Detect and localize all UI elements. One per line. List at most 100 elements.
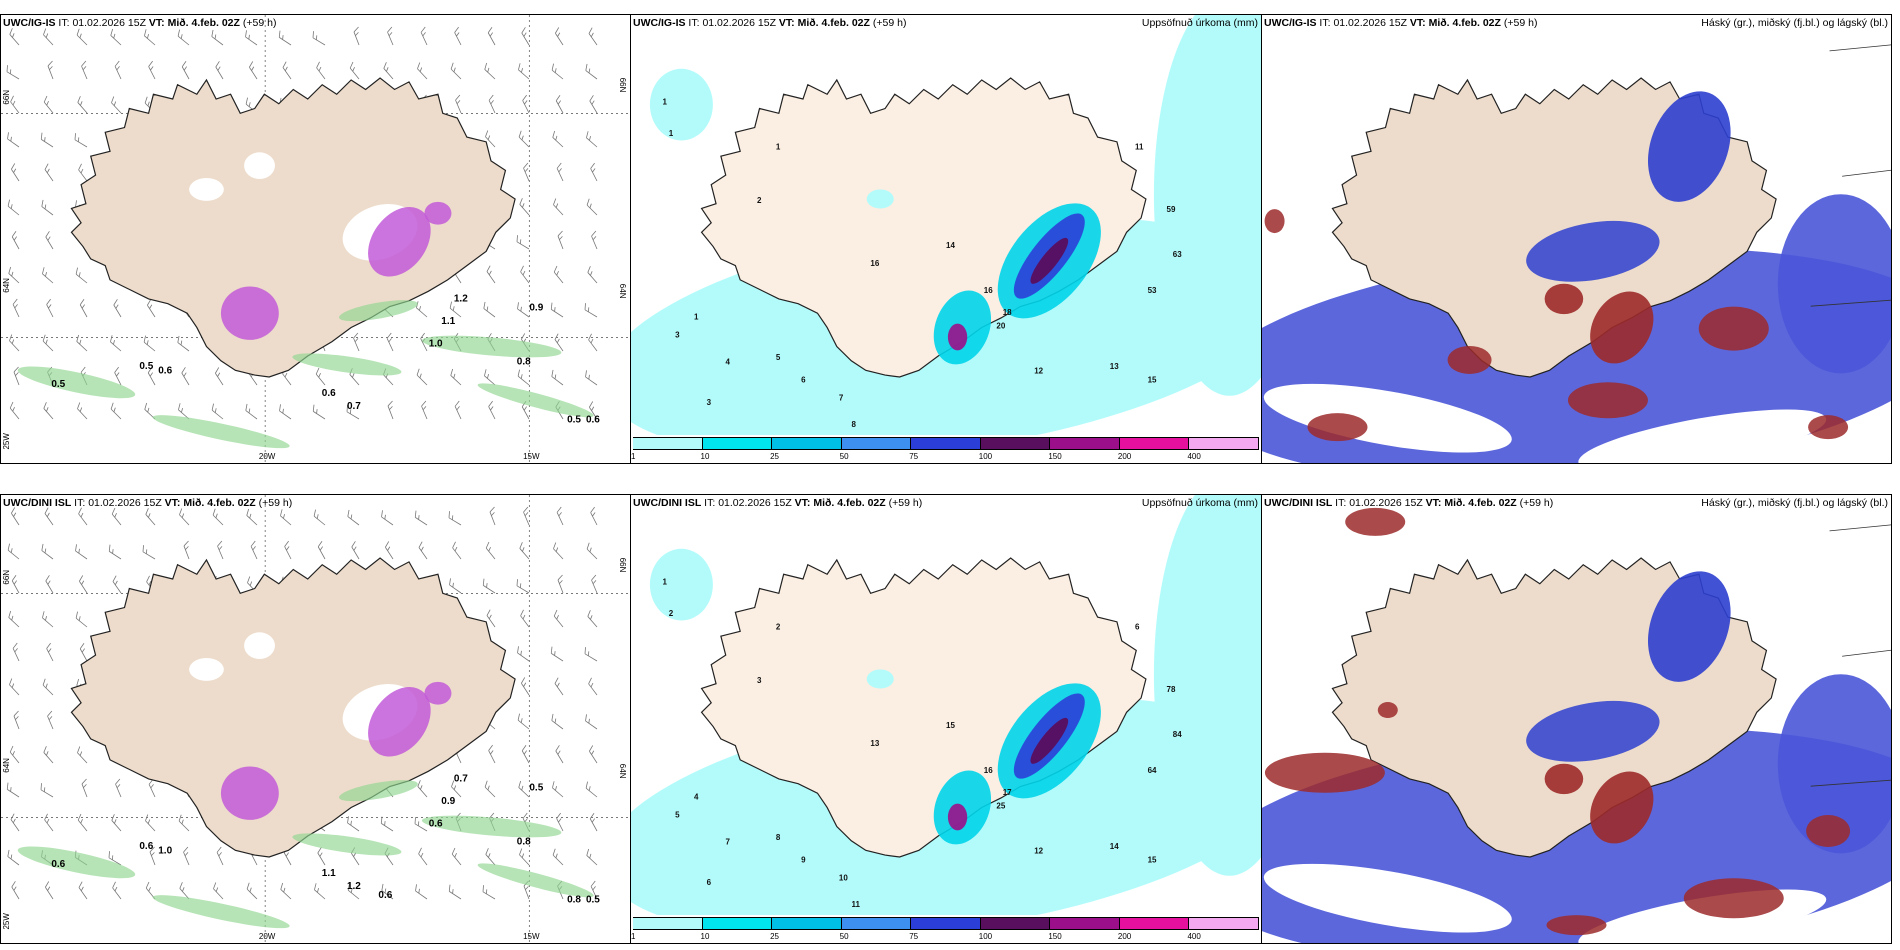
panel-header: UWC/DINI ISL IT: 01.02.2026 15Z VT: Mið.…	[633, 497, 923, 509]
precip-band	[421, 335, 562, 358]
precip-value-label: 0.6	[139, 841, 153, 852]
precip-amount-label: 2	[757, 196, 762, 205]
precip-value-label: 1.2	[347, 881, 361, 892]
cloud-area	[1647, 571, 1731, 682]
precip-amount-label: 17	[1003, 788, 1012, 797]
cloud-area	[1544, 763, 1584, 795]
precip-amount-label: 20	[996, 322, 1005, 331]
precip-amount-label: 63	[1173, 250, 1182, 259]
precip-amount-label: 8	[852, 420, 857, 429]
boundary-line	[1810, 779, 1891, 787]
wind-barbs	[6, 506, 598, 900]
accumulated-precip-map-dini: UWC/DINI ISL IT: 01.02.2026 15Z VT: Mið.…	[630, 494, 1262, 944]
panel-title: Háský (gr.), miðský (fj.bl.) og lágský (…	[1701, 17, 1888, 29]
precip-amount-label: 4	[726, 357, 731, 366]
precip-amount-label: 5	[675, 811, 680, 820]
precip-amount-label: 13	[1110, 362, 1119, 371]
precip-amount-label: 1	[663, 98, 668, 107]
axis-label-lon: 15W	[523, 452, 540, 461]
glacier-patch	[189, 658, 224, 681]
precip-area	[1153, 15, 1261, 396]
cloud-patch	[1264, 209, 1285, 234]
precip-bands	[17, 780, 594, 929]
axis-label-lat: 64N	[2, 758, 11, 773]
colorbar-segment	[1050, 917, 1120, 930]
precip-band	[292, 833, 402, 856]
colorbar-tick: 400	[1187, 452, 1201, 461]
precip-value-label: 0.8	[567, 895, 581, 906]
colorbar-segment	[1050, 437, 1120, 450]
precip-core	[947, 803, 968, 831]
precip-value-label: 0.5	[586, 895, 600, 906]
map-canvas: 0.6 0.6 1.0 0.8 0.5 0.6 0.9 0.7 1.1 1.2 0.8 0.5 0.6 6…	[1, 495, 630, 943]
precip-amount-label: 84	[1173, 730, 1182, 739]
colorbar-segment	[702, 917, 773, 930]
precip-value-label: 0.7	[454, 774, 468, 785]
precip-core	[220, 766, 279, 820]
cloud-patch	[1698, 306, 1769, 351]
cloud-area	[1526, 220, 1660, 282]
precip-value-label: 1.1	[441, 316, 455, 327]
precip-value-label: 0.8	[517, 356, 531, 367]
precip-amount-label: 12	[1034, 846, 1043, 855]
mid-cloud-patches	[1264, 507, 1851, 936]
precip-value-label: 0.5	[139, 361, 153, 372]
precip-core	[368, 207, 431, 277]
colorbar-tick: 100	[978, 932, 993, 941]
iceland-coastline	[70, 557, 516, 858]
colorbar-segment	[841, 917, 912, 930]
precip-bands	[17, 300, 594, 449]
colorbar-segment	[980, 437, 1051, 450]
map-canvas: 1112133456781213151618192020535963141611	[631, 15, 1261, 459]
precip-area	[1153, 495, 1261, 876]
precip-amount-label: 11	[1135, 142, 1144, 151]
precip-amount-label: 3	[707, 398, 712, 407]
colorbar-segment	[772, 437, 842, 450]
precip-amount-label: 2	[669, 609, 674, 618]
precip-amount-label: 3	[675, 331, 680, 340]
colorbar-tick: 75	[909, 452, 919, 461]
axis-label-lat: 66N	[618, 78, 627, 93]
precip-amount-label: 6	[801, 375, 806, 384]
precip-value-label: 0.6	[429, 819, 443, 830]
cloud-patch	[1264, 752, 1385, 793]
precip-band	[421, 815, 562, 838]
colorbar-segment	[702, 437, 773, 450]
axis-label-lat: 66N	[2, 90, 11, 105]
clear-area	[1578, 409, 1827, 463]
precip-amount-label: 53	[1148, 286, 1157, 295]
panel-title: Háský (gr.), miðský (fj.bl.) og lágský (…	[1701, 497, 1888, 509]
precip-area	[649, 548, 713, 621]
colorbar-segment	[772, 917, 842, 930]
precip-band	[477, 863, 594, 898]
precip-core	[1030, 237, 1069, 284]
axis-label-lat: 64N	[618, 764, 627, 779]
colorbar-tick: 10	[700, 932, 710, 941]
colorbar-tick: 200	[1117, 452, 1132, 461]
precip-amount-label: 1	[669, 129, 674, 138]
boundary-line	[1842, 169, 1891, 177]
precip-area	[649, 68, 713, 141]
precip-amount-label: 1	[663, 578, 668, 587]
panel-header: UWC/IG-IS IT: 01.02.2026 15Z VT: Mið. 4.…	[1264, 17, 1538, 29]
cloud-patch	[1806, 815, 1851, 847]
precip-core	[368, 687, 431, 757]
axis-label-lat: 66N	[618, 558, 627, 573]
precip-amount-label: 3	[757, 676, 762, 685]
precip-value-label: 0.7	[347, 401, 361, 412]
colorbar-tick: 150	[1048, 452, 1062, 461]
precip-amount-label: 1	[694, 313, 699, 322]
panel-header: UWC/DINI ISL IT: 01.02.2026 15Z VT: Mið.…	[3, 497, 293, 509]
precip-amount-label: 25	[996, 802, 1005, 811]
precip-core	[947, 323, 968, 351]
precip-amount-label: 7	[726, 837, 731, 846]
boundary-line	[1829, 44, 1891, 52]
cloud-area	[1590, 291, 1654, 364]
precip-amount-label: 78	[1167, 685, 1176, 694]
cloud-patch	[1546, 915, 1607, 936]
precip-value-label: 0.9	[441, 796, 455, 807]
colorbar-tick: 75	[909, 932, 919, 941]
cloud-patch	[1307, 413, 1368, 442]
map-canvas	[1262, 44, 1891, 463]
precip-amount-label: 15	[1148, 855, 1157, 864]
